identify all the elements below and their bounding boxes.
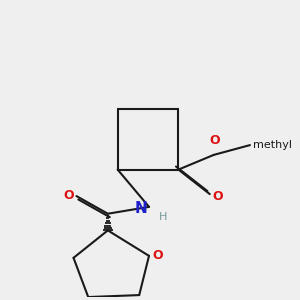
Text: O: O — [213, 190, 224, 202]
Text: O: O — [152, 249, 163, 262]
Text: N: N — [134, 201, 147, 216]
Text: methyl: methyl — [253, 140, 292, 150]
Text: H: H — [159, 212, 167, 222]
Text: O: O — [63, 189, 74, 202]
Text: O: O — [209, 134, 220, 147]
